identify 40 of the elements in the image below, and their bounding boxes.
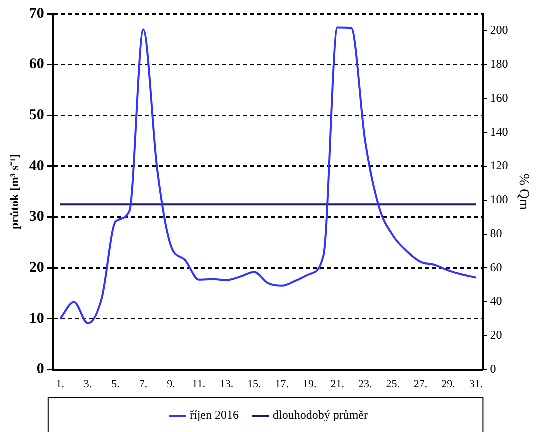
y-tick-label: 10 (29, 310, 44, 327)
y2-tick-label: 40 (490, 294, 502, 308)
y-tick-label: 20 (29, 260, 44, 276)
x-tick-label: 29. (442, 378, 456, 390)
y-axis-title: průtok [m³ s⁻¹] (7, 154, 22, 230)
y-tick-label: 40 (29, 158, 44, 174)
y-tick-label: 50 (29, 108, 44, 124)
x-tick-label: 23. (358, 378, 372, 390)
x-tick-label: 19. (303, 378, 318, 390)
x-tick-label: 3. (84, 378, 92, 390)
y2-tick-label: 60 (490, 260, 502, 274)
y2-axis-title: % Qm (516, 174, 531, 210)
y-tick-label: 70 (29, 6, 44, 22)
y2-tick-label: 180 (490, 56, 508, 71)
x-tick-label: 1. (56, 378, 65, 390)
x-tick-label: 11. (192, 378, 206, 390)
x-tick-label: 15. (248, 378, 262, 390)
legend-label: říjen 2016 (190, 408, 240, 422)
y-tick-label: 30 (29, 209, 44, 226)
x-tick-label: 31. (469, 378, 484, 390)
y2-tick-label: 100 (490, 192, 508, 207)
y2-tick-label: 120 (490, 158, 508, 173)
y2-tick-label: 140 (490, 124, 508, 139)
y2-tick-label: 20 (490, 328, 502, 342)
x-tick-label: 27. (414, 378, 428, 390)
y2-tick-label: 200 (490, 23, 508, 38)
x-tick-label: 17. (275, 378, 290, 390)
x-tick-label: 13. (220, 378, 234, 390)
x-tick-label: 5. (112, 378, 120, 390)
x-tick-label: 7. (139, 378, 148, 390)
y2-tick-label: 0 (490, 362, 496, 376)
line-series (59, 26, 478, 325)
x-tick-label: 9. (167, 378, 176, 390)
x-tick-label: 25. (386, 378, 400, 390)
y-tick-label: 0 (36, 362, 44, 378)
y-tick-label: 60 (29, 56, 44, 73)
y2-tick-label: 160 (490, 90, 508, 105)
legend-label: dlouhodobý průměr (273, 408, 368, 422)
y2-tick-label: 80 (490, 226, 502, 240)
x-tick-label: 21. (330, 378, 345, 390)
